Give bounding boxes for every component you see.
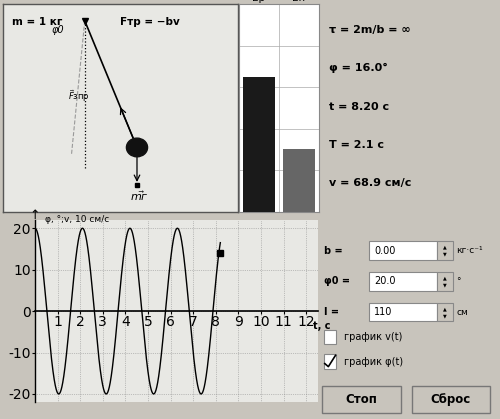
Text: 20.0: 20.0	[374, 277, 396, 287]
Bar	[242, 77, 274, 212]
Bar	[412, 386, 490, 413]
Text: l =: l =	[324, 307, 339, 317]
Text: кг·с⁻¹: кг·с⁻¹	[456, 246, 483, 255]
Text: ▼: ▼	[443, 283, 446, 287]
Text: 0.00: 0.00	[374, 246, 396, 256]
Text: Fтр = −bv: Fтр = −bv	[120, 17, 180, 27]
Bar	[436, 272, 453, 291]
Text: v = 68.9 см/с: v = 68.9 см/с	[329, 178, 411, 189]
Text: Стоп: Стоп	[346, 393, 378, 406]
Bar	[368, 272, 436, 291]
Text: график v(t): график v(t)	[344, 332, 402, 342]
Text: $\vec{mг}$: $\vec{mг}$	[130, 190, 148, 203]
Text: m = 1 кг: m = 1 кг	[12, 17, 62, 27]
Text: T = 2.1 с: T = 2.1 с	[329, 140, 384, 150]
Bar	[324, 330, 336, 344]
Text: φ, °;v, 10 см/с: φ, °;v, 10 см/с	[45, 215, 110, 224]
Text: ▲: ▲	[443, 244, 446, 249]
Bar	[368, 303, 436, 321]
Text: t = 8.20 с: t = 8.20 с	[329, 102, 389, 112]
Bar	[368, 241, 436, 260]
Text: ▼: ▼	[443, 252, 446, 257]
Text: Сброс: Сброс	[431, 393, 471, 406]
Text: ▲: ▲	[443, 275, 446, 280]
Text: см: см	[456, 308, 468, 317]
Text: φ0: φ0	[52, 25, 64, 35]
Bar	[282, 150, 314, 212]
Text: τ = 2m/b = ∞: τ = 2m/b = ∞	[329, 25, 410, 35]
Bar	[322, 386, 401, 413]
Text: ▲: ▲	[443, 306, 446, 311]
Text: φ0 =: φ0 =	[324, 277, 350, 287]
Text: t, с: t, с	[313, 321, 330, 331]
Circle shape	[126, 138, 148, 157]
Text: °: °	[456, 277, 461, 286]
Text: $\vec{F}$зпр: $\vec{F}$зпр	[68, 88, 89, 104]
Text: b =: b =	[324, 246, 342, 256]
Bar	[436, 241, 453, 260]
Text: график φ(t): график φ(t)	[344, 357, 402, 367]
Bar	[324, 354, 336, 369]
Bar	[436, 303, 453, 321]
Text: φ = 16.0°: φ = 16.0°	[329, 63, 388, 73]
Text: $\uparrow$: $\uparrow$	[26, 208, 39, 222]
Text: ▼: ▼	[443, 313, 446, 318]
Text: 110: 110	[374, 307, 392, 317]
